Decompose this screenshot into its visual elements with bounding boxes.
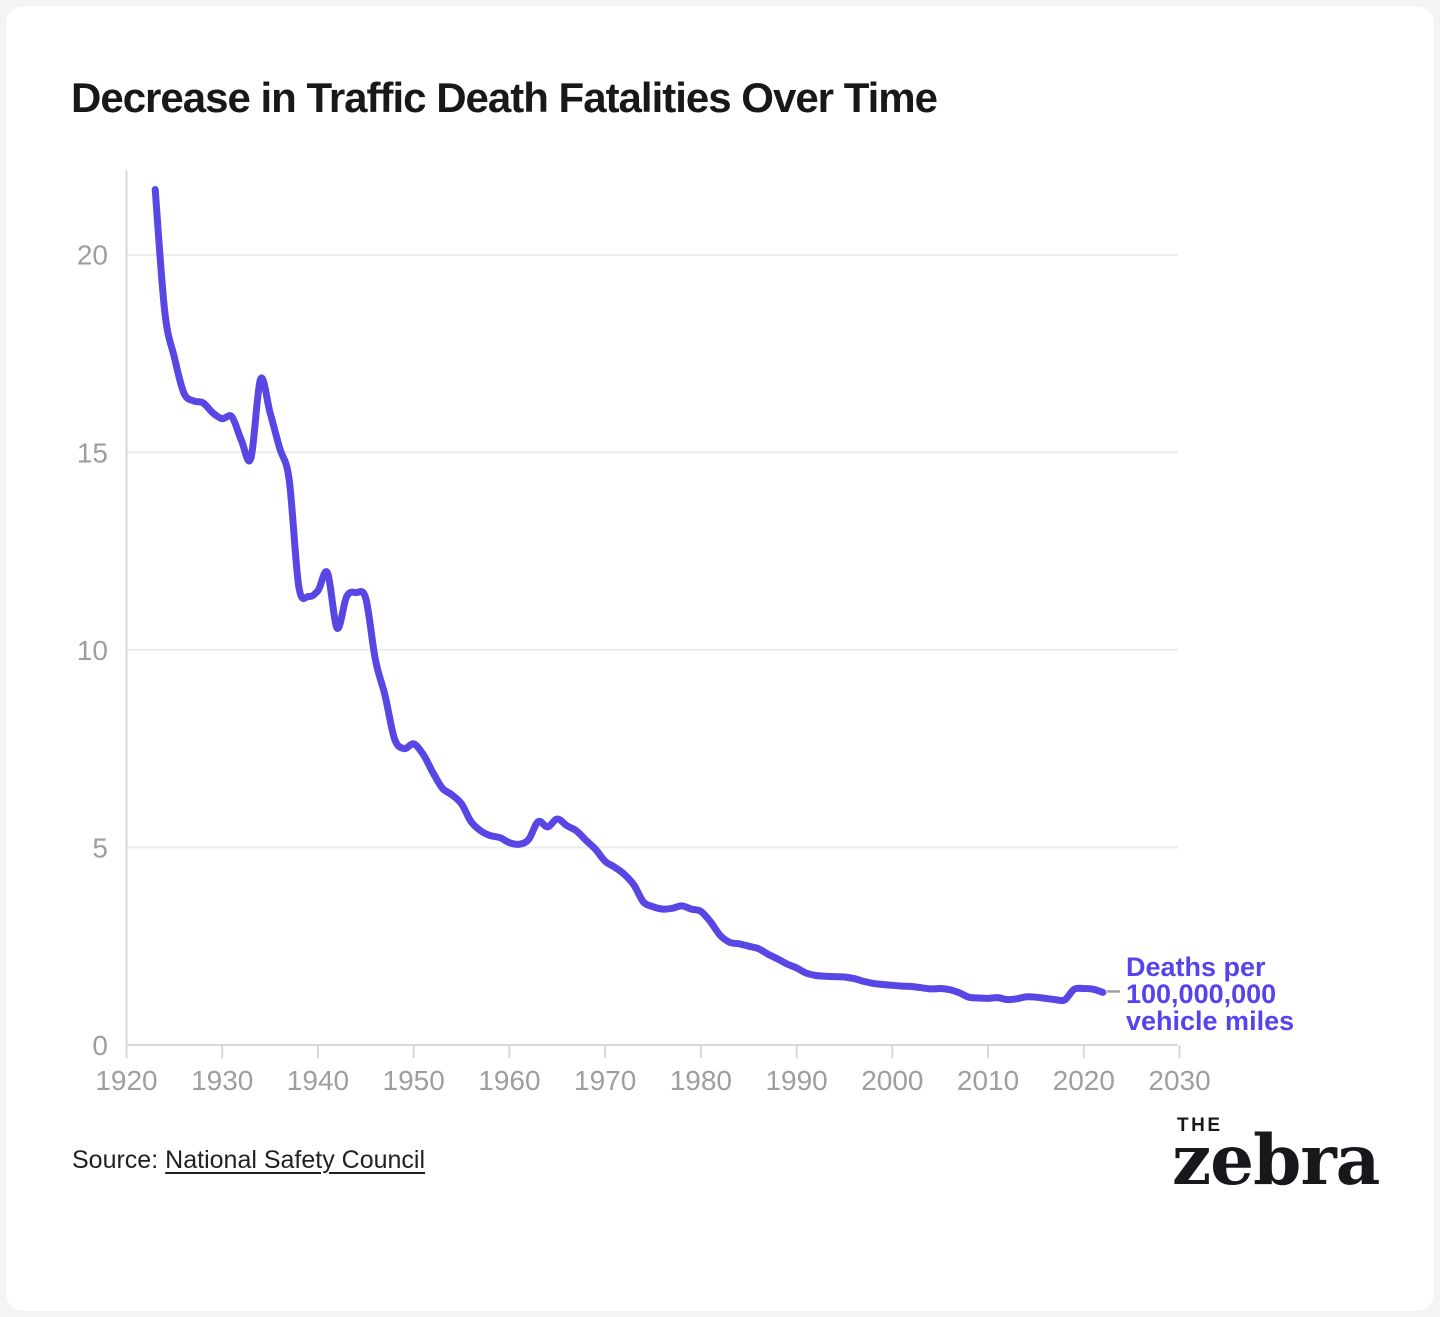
series-annotation-line: Deaths per [1126, 952, 1266, 982]
x-tick-label: 1940 [287, 1065, 349, 1096]
source-label: Source: [72, 1146, 159, 1174]
zebra-logo: THE zebra [1172, 1115, 1380, 1201]
y-tick-label: 15 [77, 437, 108, 468]
x-tick-label: 2020 [1053, 1065, 1115, 1096]
x-tick-label: 1950 [383, 1065, 445, 1096]
x-tick-label: 2010 [957, 1065, 1019, 1096]
y-tick-label: 10 [77, 635, 108, 666]
source-line: Source: National Safety Council [72, 1146, 425, 1175]
x-tick-label: 1990 [765, 1065, 827, 1096]
x-tick-label: 1980 [670, 1065, 732, 1096]
x-tick-label: 2030 [1148, 1065, 1210, 1096]
y-tick-label: 20 [77, 240, 108, 271]
x-tick-label: 1970 [574, 1065, 636, 1096]
fatality-rate-line [151, 186, 1107, 1005]
x-tick-label: 2000 [861, 1065, 923, 1096]
logo-zebra-text: zebra [1172, 1120, 1380, 1201]
y-tick-label: 0 [92, 1030, 108, 1061]
chart-card [6, 6, 1434, 1311]
y-tick-label: 5 [92, 832, 108, 863]
page-title: Decrease in Traffic Death Fatalities Ove… [71, 74, 938, 121]
series-annotation-line: 100,000,000 [1126, 979, 1276, 1009]
source-link[interactable]: National Safety Council [165, 1146, 426, 1174]
x-tick-label: 1920 [95, 1065, 157, 1096]
logo-the-text: THE [1177, 1115, 1223, 1136]
x-tick-label: 1930 [191, 1065, 253, 1096]
x-tick-label: 1960 [478, 1065, 540, 1096]
series-annotation-line: vehicle miles [1126, 1006, 1294, 1036]
